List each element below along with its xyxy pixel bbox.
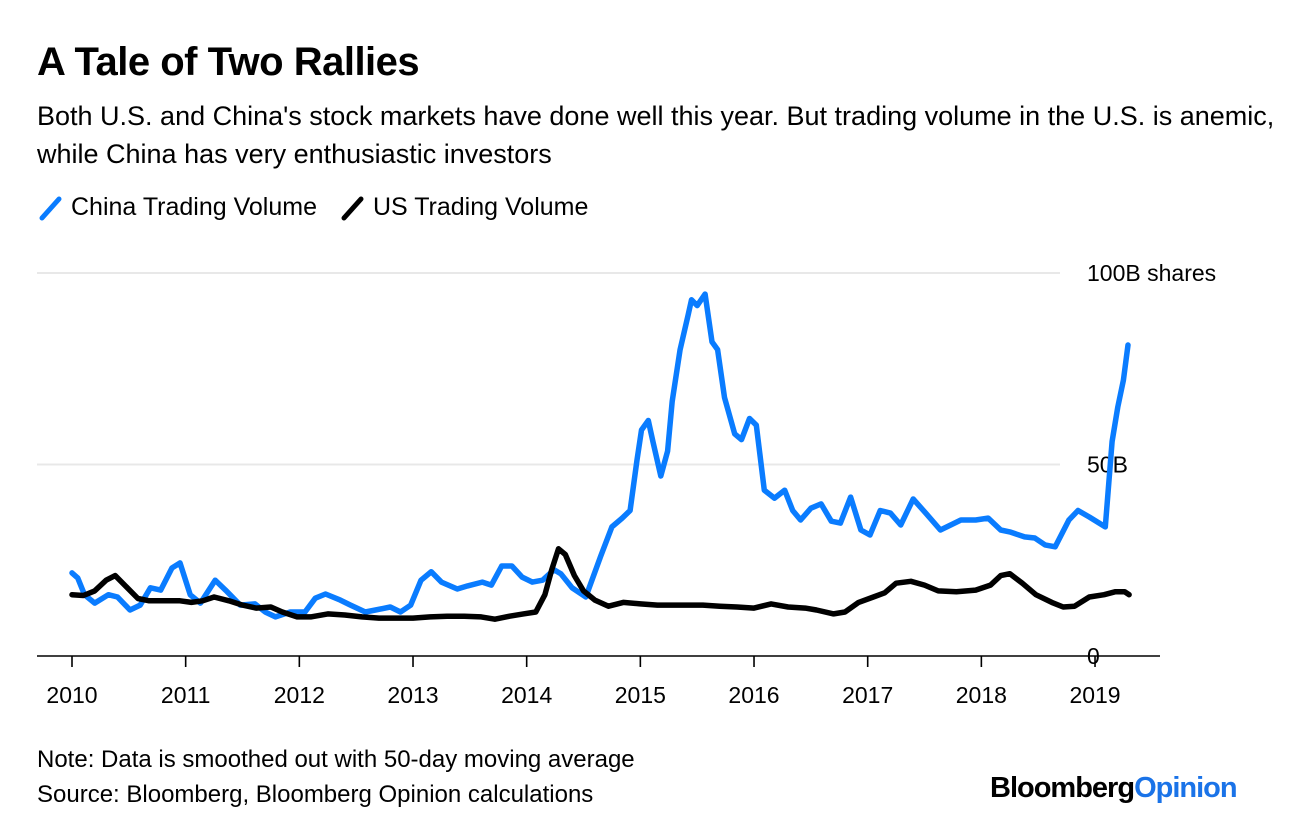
series-line-china bbox=[69, 291, 1131, 620]
source-note: Source: Bloomberg, Bloomberg Opinion cal… bbox=[37, 781, 594, 808]
x-tick-label: 2016 bbox=[728, 682, 779, 708]
legend-label-china: China Trading Volume bbox=[71, 193, 317, 221]
bloomberg-opinion-logo: BloombergOpinion bbox=[990, 772, 1238, 805]
legend-item-china: China Trading Volume bbox=[37, 193, 317, 222]
china-line-swatch-icon bbox=[37, 194, 65, 222]
footer: Note: Data is smoothed out with 50-day m… bbox=[37, 742, 635, 812]
y-tick-label: 100B shares bbox=[1087, 260, 1216, 286]
chart-subtitle: Both U.S. and China's stock markets have… bbox=[37, 101, 1275, 169]
logo-bloomberg: Bloomberg bbox=[990, 772, 1135, 804]
x-tick-label: 2019 bbox=[1069, 682, 1120, 708]
x-tick-label: 2010 bbox=[46, 682, 97, 708]
x-tick-label: 2012 bbox=[274, 682, 325, 708]
legend: China Trading Volume US Trading Volume bbox=[37, 193, 610, 222]
footnote: Note: Data is smoothed out with 50-day m… bbox=[37, 746, 635, 773]
legend-item-us: US Trading Volume bbox=[339, 193, 588, 222]
legend-label-us: US Trading Volume bbox=[372, 193, 589, 221]
x-tick-label: 2017 bbox=[842, 682, 893, 708]
x-tick-label: 2018 bbox=[956, 682, 1007, 708]
x-tick-label: 2015 bbox=[615, 682, 666, 708]
us-line-swatch-icon bbox=[339, 194, 367, 222]
series-line-us bbox=[69, 546, 1132, 622]
x-tick-label: 2014 bbox=[501, 682, 552, 708]
x-tick-label: 2011 bbox=[161, 682, 210, 708]
chart-title: A Tale of Two Rallies bbox=[37, 40, 420, 84]
logo-opinion: Opinion bbox=[1134, 772, 1238, 804]
x-tick-label: 2013 bbox=[387, 682, 438, 708]
